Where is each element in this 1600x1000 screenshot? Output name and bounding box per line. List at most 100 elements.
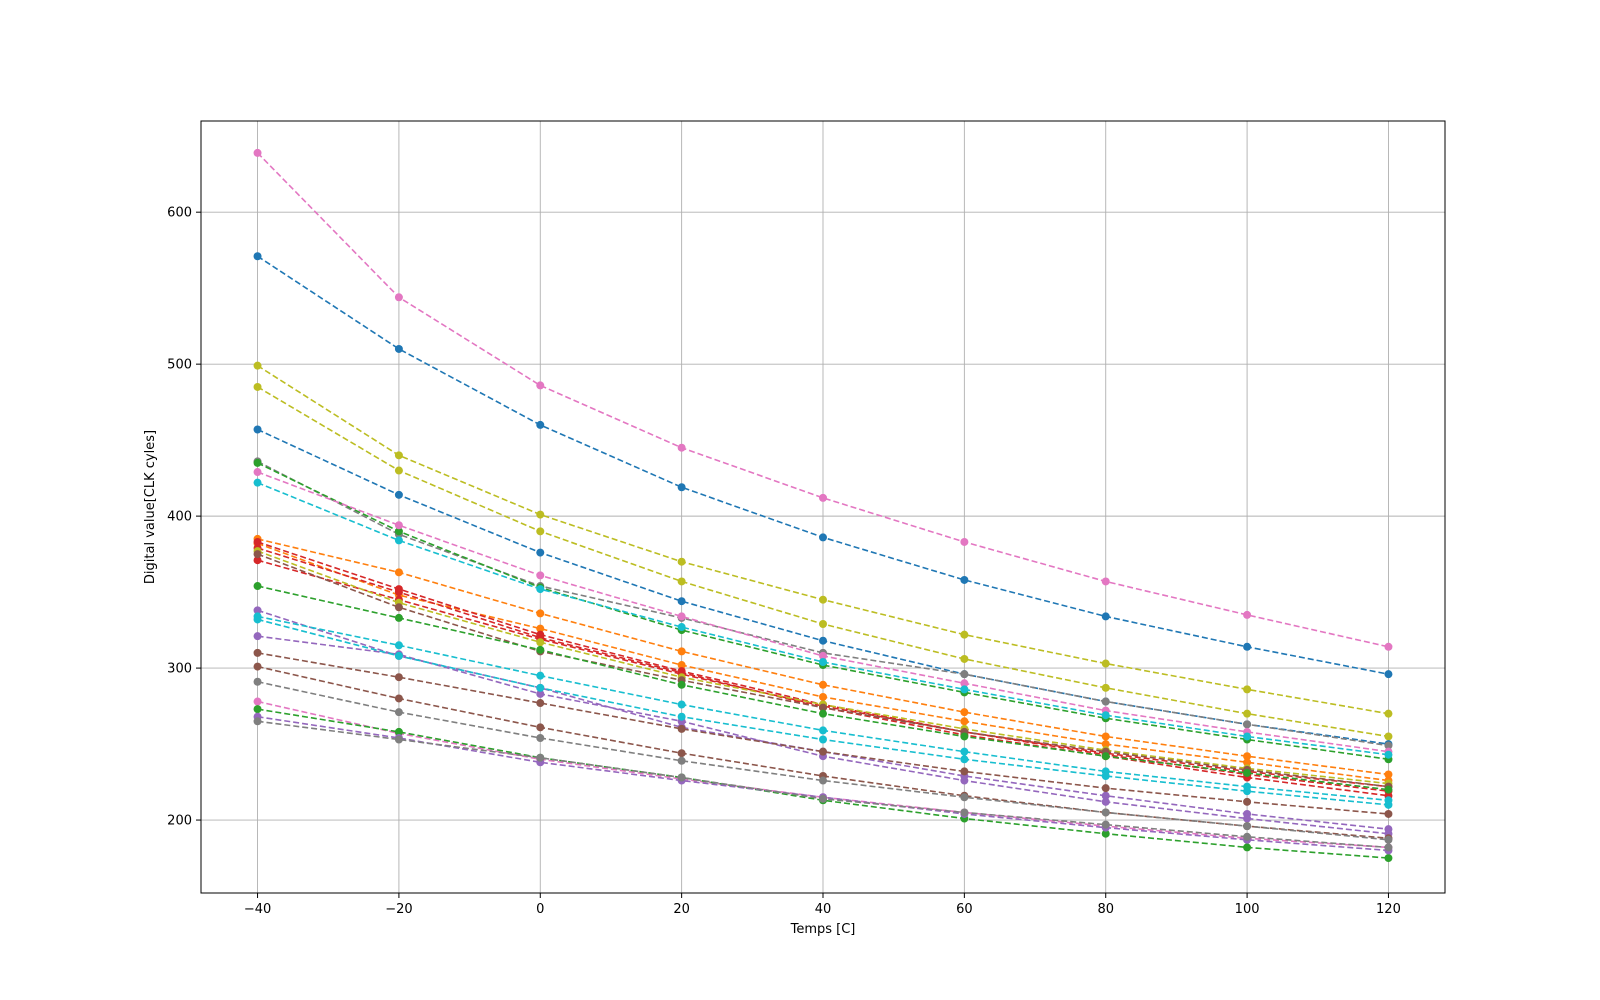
data-point — [536, 609, 545, 618]
data-point — [819, 636, 827, 645]
data-point — [819, 680, 827, 689]
axes: −40 −20 0 20 40 60 80 100 120 200 300 400 500 600 — [167, 120, 1446, 917]
data-point — [819, 658, 827, 667]
data-point — [536, 689, 545, 698]
data-point — [253, 697, 262, 706]
data-point — [960, 793, 969, 802]
data-point — [819, 651, 827, 660]
series-21 — [253, 615, 1393, 809]
data-point — [1384, 770, 1393, 779]
series-line — [257, 652, 1389, 815]
data-point — [536, 585, 545, 594]
series-1 — [253, 148, 1393, 651]
data-point — [1384, 800, 1393, 809]
series-24 — [253, 677, 1393, 844]
data-point — [677, 773, 686, 782]
y-tick-label: 200 — [167, 814, 192, 829]
data-point — [677, 612, 686, 621]
data-point — [536, 548, 545, 557]
series-10 — [253, 534, 1393, 779]
series-line — [257, 609, 1389, 830]
data-point — [394, 603, 403, 612]
data-point — [1243, 732, 1252, 741]
data-point — [394, 641, 403, 650]
data-point — [1384, 709, 1393, 718]
data-point — [819, 735, 827, 744]
data-point — [960, 685, 969, 694]
series-line — [257, 462, 1389, 761]
data-point — [253, 148, 262, 157]
data-point — [677, 712, 686, 721]
data-point — [819, 726, 827, 735]
data-point — [1243, 797, 1252, 806]
data-point — [1384, 843, 1393, 852]
data-point — [677, 623, 686, 632]
data-point — [960, 776, 969, 785]
data-point — [253, 606, 262, 615]
data-point — [253, 382, 262, 391]
series-line — [256, 152, 1389, 648]
data-point — [394, 490, 403, 499]
data-point — [536, 624, 545, 633]
x-tick-label: 40 — [815, 902, 832, 917]
data-point — [1101, 697, 1110, 706]
data-point — [677, 661, 686, 670]
data-point — [960, 708, 969, 717]
series-17 — [253, 582, 1393, 794]
data-point — [394, 344, 403, 353]
data-point — [394, 527, 403, 536]
data-point — [1101, 740, 1110, 749]
series-9 — [253, 478, 1393, 759]
data-point — [536, 420, 545, 429]
data-point — [960, 575, 969, 584]
data-point — [394, 568, 403, 577]
data-point — [536, 571, 545, 580]
data-point — [819, 709, 827, 718]
series-2 — [253, 252, 1393, 679]
data-point — [819, 703, 827, 712]
data-point — [1101, 577, 1110, 586]
data-point — [960, 717, 969, 726]
data-point — [536, 699, 545, 708]
data-point — [677, 557, 686, 566]
data-point — [1101, 752, 1110, 761]
data-point — [1384, 642, 1393, 651]
x-tick-label: −40 — [244, 902, 271, 917]
y-tick-label: 500 — [167, 358, 192, 373]
series-line — [257, 538, 1389, 776]
data-point — [394, 673, 403, 682]
data-point — [819, 747, 827, 756]
data-point — [536, 683, 545, 692]
data-point — [253, 361, 262, 370]
x-tick-label: 0 — [536, 902, 544, 917]
data-point — [960, 679, 969, 688]
data-point — [394, 708, 403, 717]
data-point — [394, 451, 403, 460]
data-point — [819, 620, 827, 629]
data-point — [677, 443, 686, 452]
data-point — [1243, 843, 1252, 852]
data-point — [394, 466, 403, 475]
data-point — [1243, 720, 1252, 729]
data-point — [677, 724, 686, 733]
y-tick-label: 400 — [167, 510, 192, 525]
data-point — [1384, 670, 1393, 679]
data-point — [960, 630, 969, 639]
data-point — [253, 648, 262, 657]
y-tick-label: 300 — [167, 662, 192, 677]
x-tick-label: 60 — [956, 902, 973, 917]
data-point — [1101, 808, 1110, 817]
data-point — [253, 705, 262, 714]
data-point — [677, 680, 686, 689]
data-point — [1384, 741, 1393, 750]
data-point — [1243, 685, 1252, 694]
data-point — [677, 756, 686, 765]
data-point — [394, 536, 403, 545]
data-point — [536, 527, 545, 536]
data-point — [1243, 758, 1252, 767]
data-point — [1243, 642, 1252, 651]
data-point — [536, 671, 545, 680]
data-point — [394, 735, 403, 744]
x-tick-label: 100 — [1235, 902, 1260, 917]
